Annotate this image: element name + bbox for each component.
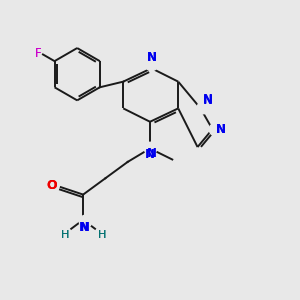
Text: N: N xyxy=(146,51,157,64)
Text: N: N xyxy=(79,221,89,234)
Text: F: F xyxy=(35,47,42,60)
Text: H: H xyxy=(98,230,106,240)
Text: N: N xyxy=(146,51,157,64)
Text: N: N xyxy=(80,221,90,234)
Text: N: N xyxy=(203,93,213,106)
Text: N: N xyxy=(203,94,213,107)
Text: H: H xyxy=(98,230,106,240)
Text: N: N xyxy=(215,123,225,136)
Text: H: H xyxy=(61,230,69,240)
Text: H: H xyxy=(61,230,69,240)
Text: O: O xyxy=(46,179,57,192)
Text: N: N xyxy=(215,123,225,136)
Text: O: O xyxy=(46,179,57,192)
Text: N: N xyxy=(146,147,157,160)
Text: F: F xyxy=(35,47,42,60)
Text: N: N xyxy=(145,148,155,161)
